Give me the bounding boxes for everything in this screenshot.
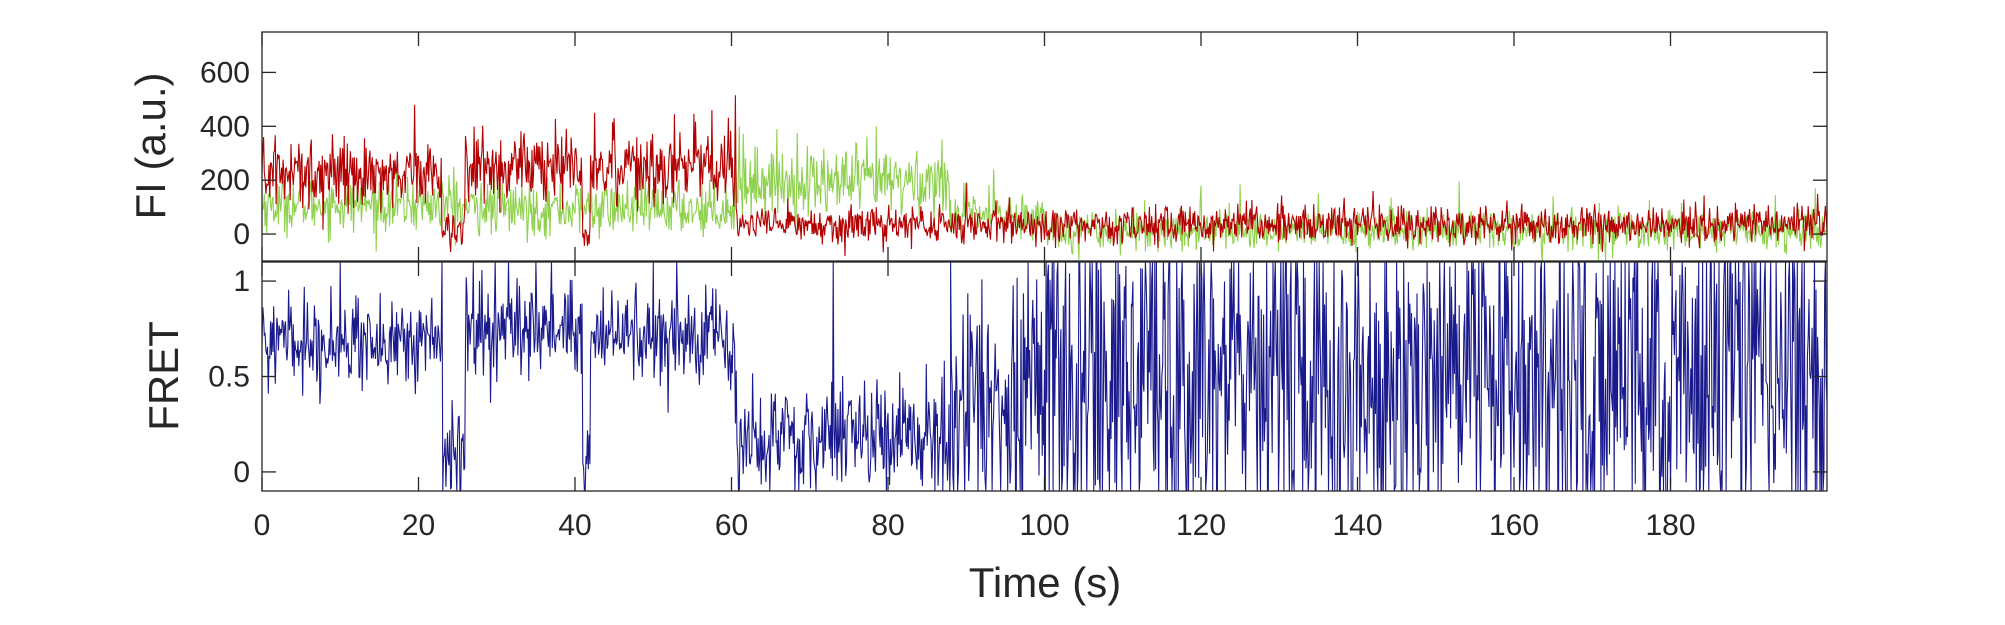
fret-x-tick-label: 80 (871, 509, 904, 542)
fret-y-axis-title: FRET (140, 321, 187, 431)
fret-series-line-0 (262, 262, 1827, 491)
intensity-y-axis-title: FI (a.u.) (127, 72, 174, 219)
fret-x-tick-label: 0 (254, 509, 271, 542)
fret-x-tick-label: 60 (715, 509, 748, 542)
intensity-y-tick-label: 400 (200, 110, 250, 143)
fret-x-tick-label: 20 (402, 509, 435, 542)
fret-x-tick-label: 120 (1176, 509, 1226, 542)
fret-x-tick-label: 40 (558, 509, 591, 542)
fret-ticks: 0 0.5 1 0 20 40 60 80 100 120 140 160 180 (208, 262, 1827, 542)
fret-x-tick-label: 160 (1489, 509, 1539, 542)
intensity-y-tick-label: 600 (200, 56, 250, 89)
intensity-y-tick-label: 200 (200, 164, 250, 197)
x-axis-title: Time (s) (969, 559, 1121, 606)
fret-y-tick-label: 1 (233, 265, 250, 298)
intensity-series-line-1 (262, 95, 1827, 257)
intensity-ticks: 0 200 400 600 (200, 32, 1827, 261)
intensity-series-line-0 (262, 126, 1827, 261)
fret-x-tick-label: 100 (1019, 509, 1069, 542)
fret-panel: 0 0.5 1 0 20 40 60 80 100 120 140 160 180 FRET Time … (140, 261, 1828, 606)
intensity-y-tick-label: 0 (233, 218, 250, 251)
fret-x-tick-label: 180 (1645, 509, 1695, 542)
fret-y-tick-label: 0.5 (208, 361, 250, 394)
fret-x-tick-label: 140 (1332, 509, 1382, 542)
intensity-panel: 0 200 400 600 FI (a.u.) (127, 31, 1828, 262)
fret-y-tick-label: 0 (233, 456, 250, 489)
fret-series-group (262, 262, 1827, 491)
intensity-series-group (262, 95, 1827, 261)
